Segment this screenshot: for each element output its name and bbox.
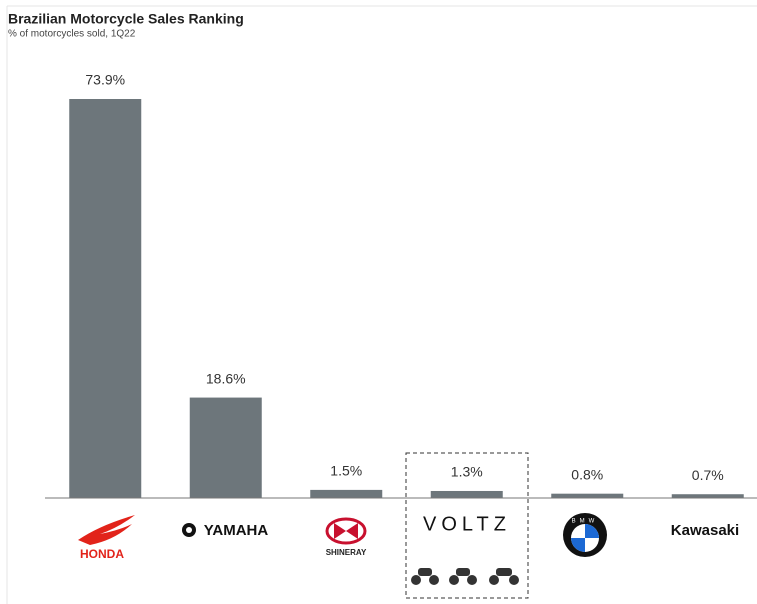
bmw-logo: BMW — [563, 513, 607, 557]
value-label: 18.6% — [206, 370, 246, 386]
category-label: VOLTZ — [423, 513, 511, 535]
value-label: 1.3% — [451, 464, 483, 480]
value-label: 73.9% — [85, 72, 125, 88]
shineray-logo: SHINERAY — [325, 517, 367, 557]
voltz-logo: VOLTZ — [405, 452, 529, 599]
category-label: Kawasaki — [671, 522, 739, 539]
chart-subtitle: % of motorcycles sold, 1Q22 — [8, 29, 136, 40]
category-label: HONDA — [80, 547, 124, 561]
yamaha-logo: YAMAHA — [182, 522, 268, 539]
value-label: 0.7% — [692, 467, 724, 483]
category-label: YAMAHA — [204, 522, 269, 539]
bar — [430, 490, 503, 498]
bar — [69, 99, 142, 498]
honda-logo: HONDA — [78, 515, 135, 561]
bar — [310, 489, 383, 498]
category-label: SHINERAY — [326, 548, 367, 557]
bar — [551, 493, 624, 498]
value-label: 1.5% — [330, 463, 362, 479]
category-label: BMW — [572, 519, 599, 525]
chart-title: Brazilian Motorcycle Sales Ranking — [8, 11, 244, 27]
value-label: 0.8% — [571, 466, 603, 482]
bar — [671, 494, 744, 498]
bar — [189, 397, 262, 498]
